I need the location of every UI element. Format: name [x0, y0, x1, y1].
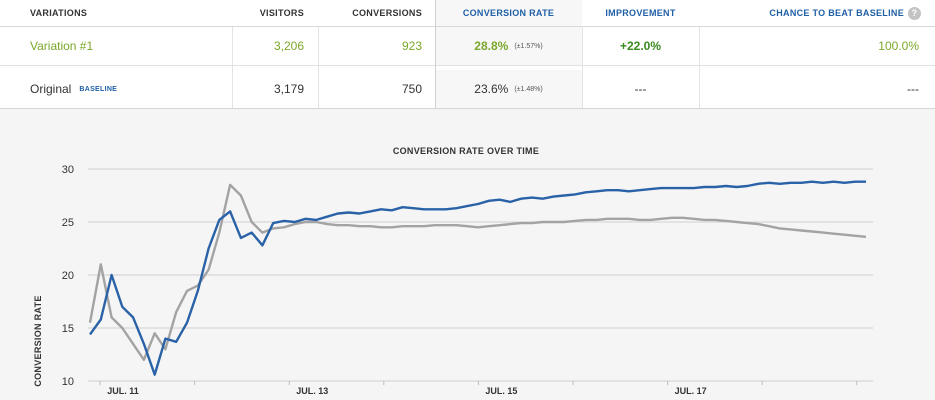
header-conversion-rate[interactable]: CONVERSION RATE: [435, 0, 582, 26]
column-divider: [582, 27, 583, 108]
column-divider: [435, 0, 436, 108]
y-tick-label: 20: [62, 270, 74, 282]
chance-to-beat-value: ---: [907, 82, 919, 96]
series-lines[interactable]: [88, 180, 867, 376]
x-tick-label: JUL. 15: [485, 386, 517, 396]
column-divider: [232, 27, 233, 108]
table-row[interactable]: Variation #1 3,206 923 28.8% (±1.57%) +2…: [0, 27, 935, 66]
y-tick-label: 30: [62, 164, 74, 176]
conversion-rate-cell: 23.6% (±1.48%): [435, 70, 582, 108]
y-tick-label: 15: [62, 323, 74, 335]
header-improvement[interactable]: IMPROVEMENT: [605, 8, 676, 18]
x-tick-label: JUL. 17: [675, 386, 707, 396]
y-axis-label: CONVERSION RATE: [33, 295, 43, 386]
chart-svg: CONVERSION RATE OVER TIME CONVERSION RAT…: [33, 146, 873, 396]
baseline-badge: BASELINE: [79, 85, 118, 93]
y-tick-label: 10: [62, 376, 74, 388]
visitors-value: 3,206: [273, 39, 304, 53]
header-variations[interactable]: VARIATIONS: [30, 8, 88, 18]
column-divider: [699, 27, 700, 108]
conversion-rate-chart: CONVERSION RATE OVER TIME CONVERSION RAT…: [0, 116, 935, 400]
conversion-rate-value: 23.6%: [474, 82, 509, 96]
variation-name[interactable]: Variation #1: [30, 39, 94, 53]
improvement-value: +22.0%: [619, 39, 662, 53]
header-conversions[interactable]: CONVERSIONS: [352, 8, 422, 18]
chart-title: CONVERSION RATE OVER TIME: [393, 146, 539, 156]
improvement-value: ---: [634, 82, 647, 96]
header-chance-label: CHANCE TO BEAT BASELINE: [769, 8, 904, 18]
variation-name-cell: Original BASELINE: [0, 70, 232, 108]
header-chance-to-beat[interactable]: CHANCE TO BEAT BASELINE ?: [699, 0, 935, 26]
visitors-value: 3,179: [273, 82, 304, 96]
variation-name[interactable]: Original: [30, 82, 72, 96]
column-divider: [318, 27, 319, 108]
header-visitors[interactable]: VISITORS: [259, 8, 304, 18]
help-icon[interactable]: ?: [908, 6, 921, 20]
table-row[interactable]: Original BASELINE 3,179 750 23.6% (±1.48…: [0, 70, 935, 108]
variation-series-line[interactable]: [89, 180, 866, 376]
x-tick-label: JUL. 11: [107, 386, 139, 396]
conversion-rate-cell: 28.8% (±1.57%): [435, 27, 582, 65]
confidence-interval: (±1.48%): [514, 85, 543, 93]
original-series-line[interactable]: [88, 183, 867, 362]
y-axis-ticks: 10 15 20 25 30: [62, 164, 74, 388]
conversions-value: 923: [401, 39, 422, 53]
confidence-interval: (±1.57%): [514, 42, 543, 50]
table-header: VARIATIONS VISITORS CONVERSIONS CONVERSI…: [0, 0, 935, 27]
chance-to-beat-value: 100.0%: [878, 39, 919, 53]
conversions-value: 750: [401, 82, 422, 96]
results-table: VARIATIONS VISITORS CONVERSIONS CONVERSI…: [0, 0, 935, 109]
x-axis-ticks: JUL. 11 JUL. 13 JUL. 15 JUL. 17: [99, 381, 858, 396]
conversion-rate-value: 28.8%: [474, 39, 509, 53]
y-tick-label: 25: [62, 217, 74, 229]
x-tick-label: JUL. 13: [296, 386, 328, 396]
